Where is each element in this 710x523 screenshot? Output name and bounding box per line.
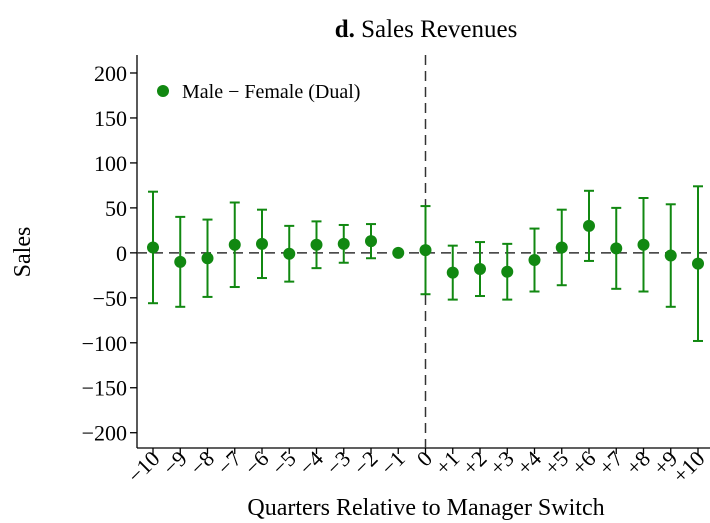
y-axis-label: Sales bbox=[10, 227, 36, 278]
point bbox=[365, 235, 377, 248]
point bbox=[310, 238, 323, 251]
y-tick-label: 50 bbox=[105, 196, 127, 221]
point bbox=[637, 238, 650, 251]
y-tick-label: −50 bbox=[93, 286, 127, 311]
x-tick-label: +10 bbox=[668, 446, 710, 488]
y-tick-label: 0 bbox=[116, 241, 127, 266]
point bbox=[610, 242, 623, 255]
y-tick-label: −200 bbox=[82, 421, 127, 446]
y-tick-label: 150 bbox=[94, 106, 127, 131]
point bbox=[692, 257, 704, 270]
x-axis-label: Quarters Relative to Manager Switch bbox=[247, 495, 604, 521]
point bbox=[147, 241, 159, 254]
x-tick-label: −1 bbox=[376, 446, 410, 480]
x-tick-label: −10 bbox=[123, 446, 165, 488]
legend-label: Male − Female (Dual) bbox=[182, 81, 360, 103]
point bbox=[337, 237, 350, 250]
point bbox=[555, 241, 568, 254]
point bbox=[664, 249, 677, 262]
y-tick-label: −150 bbox=[82, 376, 127, 401]
point bbox=[419, 244, 432, 257]
point bbox=[201, 252, 214, 265]
point bbox=[446, 266, 459, 279]
y-tick-label: −100 bbox=[82, 331, 127, 356]
title-text: Sales Revenues bbox=[361, 16, 517, 43]
point bbox=[501, 265, 514, 278]
legend-marker bbox=[157, 85, 169, 97]
point bbox=[528, 254, 541, 267]
y-tick-label: 200 bbox=[94, 61, 127, 86]
panel-label: d. bbox=[335, 16, 355, 43]
point bbox=[392, 246, 405, 259]
point bbox=[256, 237, 268, 250]
y-tick-label: 100 bbox=[94, 151, 127, 176]
point bbox=[283, 247, 296, 260]
point bbox=[228, 238, 241, 251]
point bbox=[583, 219, 595, 232]
point bbox=[174, 255, 187, 268]
chart-title: d. Sales Revenues bbox=[335, 16, 518, 43]
point bbox=[474, 263, 486, 276]
